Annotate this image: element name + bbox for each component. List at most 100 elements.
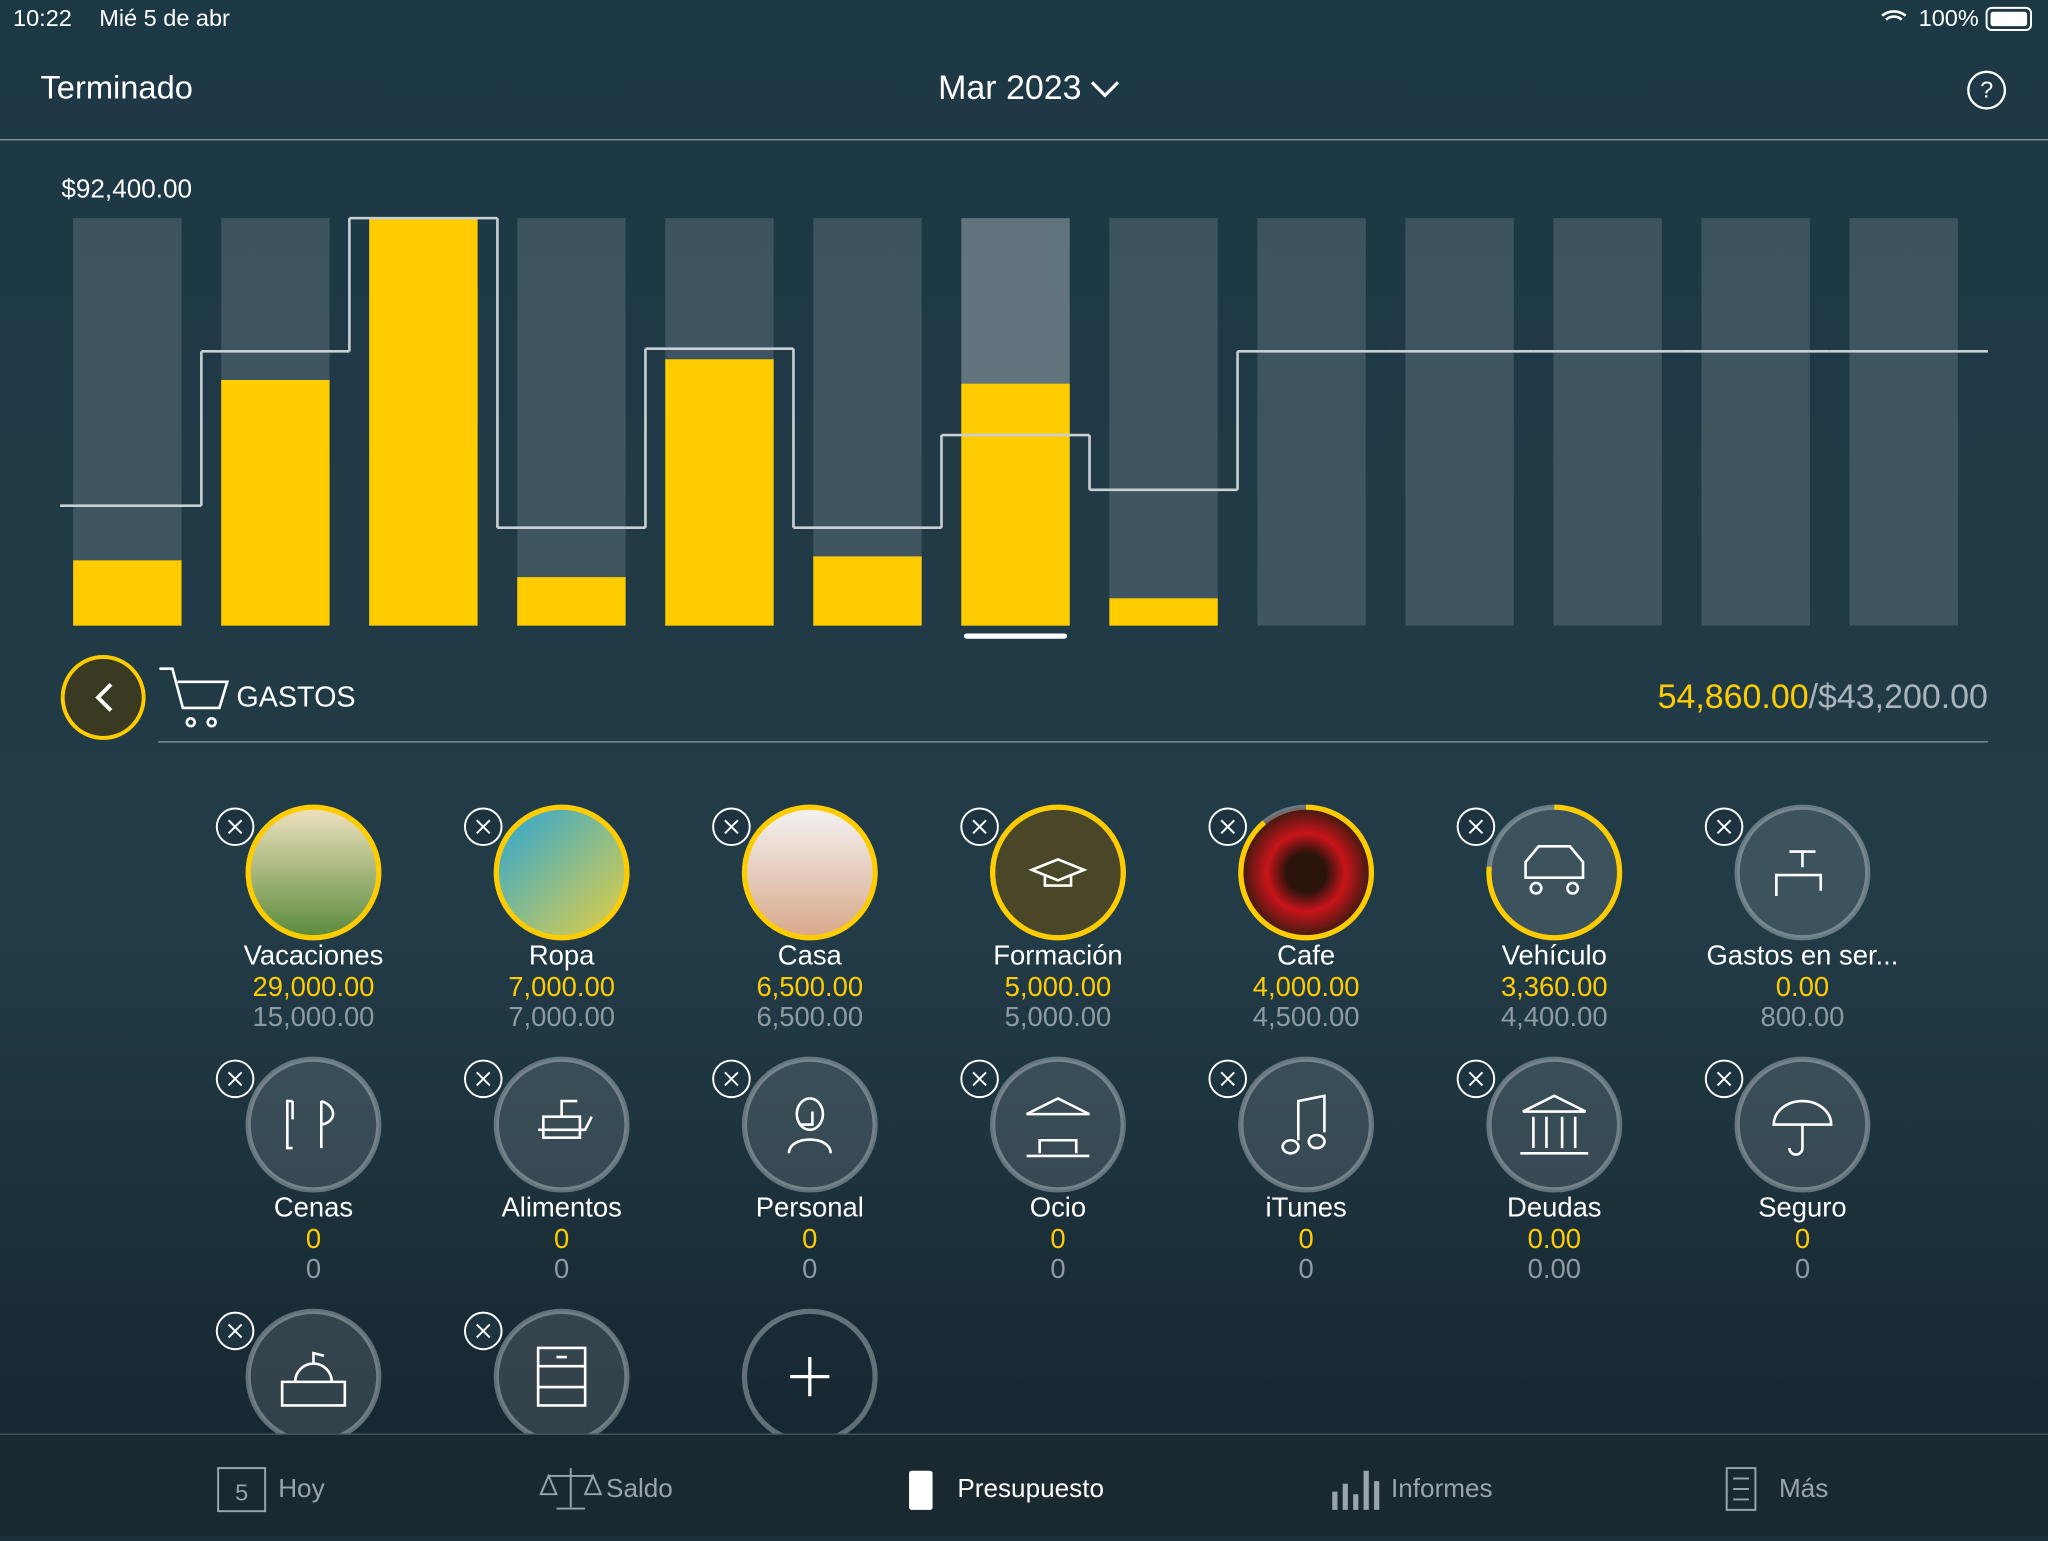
month-picker[interactable]: Mar 2023 [938,69,1081,107]
scale-icon[interactable] [539,1468,603,1510]
bar-track[interactable] [1109,218,1218,626]
selected-indicator [963,633,1068,639]
category-name: Casa [778,940,843,971]
remove-x[interactable] [1716,819,1732,834]
category-icon [1524,845,1585,895]
calendar-day[interactable]: 5 [235,1479,248,1505]
category-name: Formación [993,940,1122,971]
category-budget: 6,500.00 [756,1001,863,1032]
remove-x[interactable] [227,1323,243,1339]
category-spent: 0 [1795,1223,1810,1254]
help-label[interactable]: ? [1980,77,1993,103]
remove-x[interactable] [1468,819,1484,834]
bar-track[interactable] [1701,218,1810,626]
remove-x[interactable] [724,1071,739,1087]
total-budget: $43,200.00 [1818,678,1988,716]
bar[interactable] [813,556,922,626]
remove-x[interactable] [1220,1071,1235,1087]
tab-label[interactable]: Presupuesto [957,1473,1104,1503]
bar[interactable] [73,560,182,626]
icon-glyph [1028,858,1088,887]
remove-x[interactable] [724,819,739,834]
progress-ring [1486,804,1623,941]
bar[interactable] [961,383,1070,626]
category-name: Ropa [529,940,595,971]
back-chevron[interactable] [95,683,113,712]
remove-x[interactable] [476,1323,491,1339]
more-icon[interactable] [1725,1467,1757,1511]
category-button[interactable] [990,1056,1126,1193]
tab-label[interactable]: Informes [1391,1473,1493,1503]
category-grid: Vacaciones29,000.0015,000.00Ropa7,000.00… [215,804,1898,1445]
y-tick-label: $92,400.00 [61,174,192,204]
tab-label[interactable]: Hoy [278,1473,324,1503]
bar[interactable] [369,218,478,626]
icon-glyph [286,1099,335,1150]
plus-icon[interactable] [790,1357,830,1397]
category-budget: 0 [1795,1253,1810,1284]
reports-icon[interactable] [1332,1470,1380,1510]
icon-glyph [1524,845,1585,895]
help-button[interactable] [1967,70,2007,110]
bar-track[interactable] [1405,218,1514,626]
remove-x[interactable] [227,819,243,834]
bar[interactable] [1109,598,1218,626]
bar-track[interactable] [1849,218,1958,626]
category-budget: 800.00 [1761,1001,1845,1032]
category-spent: 0.00 [1528,1223,1581,1254]
bar-track[interactable] [517,218,626,626]
bar-track[interactable] [1257,218,1366,626]
back-button[interactable] [60,655,146,740]
tab-label[interactable]: Más [1779,1473,1828,1503]
total-spent: 54,860.00 [1658,678,1809,716]
category-spent: 0 [1298,1223,1313,1254]
icon-glyph [1026,1096,1090,1158]
icon-glyph [787,1097,832,1154]
remove-x[interactable] [972,1071,987,1087]
category-button[interactable] [1486,1056,1623,1193]
category-button[interactable] [245,1308,382,1445]
category-budget: 4,400.00 [1501,1001,1608,1032]
remove-x[interactable] [972,819,987,834]
battery-text: 100% [1919,5,1979,31]
category-name: Vehículo [1502,940,1607,971]
category-button[interactable] [493,1056,630,1193]
remove-x[interactable] [227,1071,243,1087]
category-button[interactable] [1734,804,1871,941]
category-button[interactable] [1238,1056,1375,1193]
icon-glyph [538,1099,593,1139]
done-button[interactable]: Terminado [40,69,192,106]
category-button[interactable] [245,1056,382,1193]
remove-x[interactable] [1220,819,1235,834]
category-budget: 15,000.00 [253,1001,375,1032]
category-spent: 3,360.00 [1501,971,1608,1002]
remove-x[interactable] [1716,1071,1732,1087]
calendar-icon[interactable] [217,1467,267,1513]
chevron-down[interactable] [1090,81,1120,98]
category-budget: 0 [554,1253,569,1284]
budget-icon[interactable] [909,1470,933,1510]
category-budget: 0 [1050,1253,1065,1284]
category-spent: 4,000.00 [1253,971,1360,1002]
bar-track[interactable] [1553,218,1662,626]
status-time: 10:22 [13,5,72,31]
bar[interactable] [517,577,626,626]
bar[interactable] [665,359,774,626]
remove-x[interactable] [1468,1071,1484,1087]
bar[interactable] [221,379,330,626]
category-icon [1028,858,1088,887]
section-totals: 54,860.00/$43,200.00 [1658,678,1988,716]
category-spent: 0 [1050,1223,1065,1254]
category-icon [536,1346,587,1407]
remove-x[interactable] [476,819,491,834]
icon-glyph [1775,850,1823,896]
bar-track[interactable] [73,218,182,626]
tab-label[interactable]: Saldo [606,1473,673,1503]
category-name: Alimentos [501,1192,621,1223]
remove-x[interactable] [476,1071,491,1087]
category-icon [1775,850,1823,896]
category-button[interactable] [493,1308,630,1445]
category-budget: 0 [1298,1253,1313,1284]
